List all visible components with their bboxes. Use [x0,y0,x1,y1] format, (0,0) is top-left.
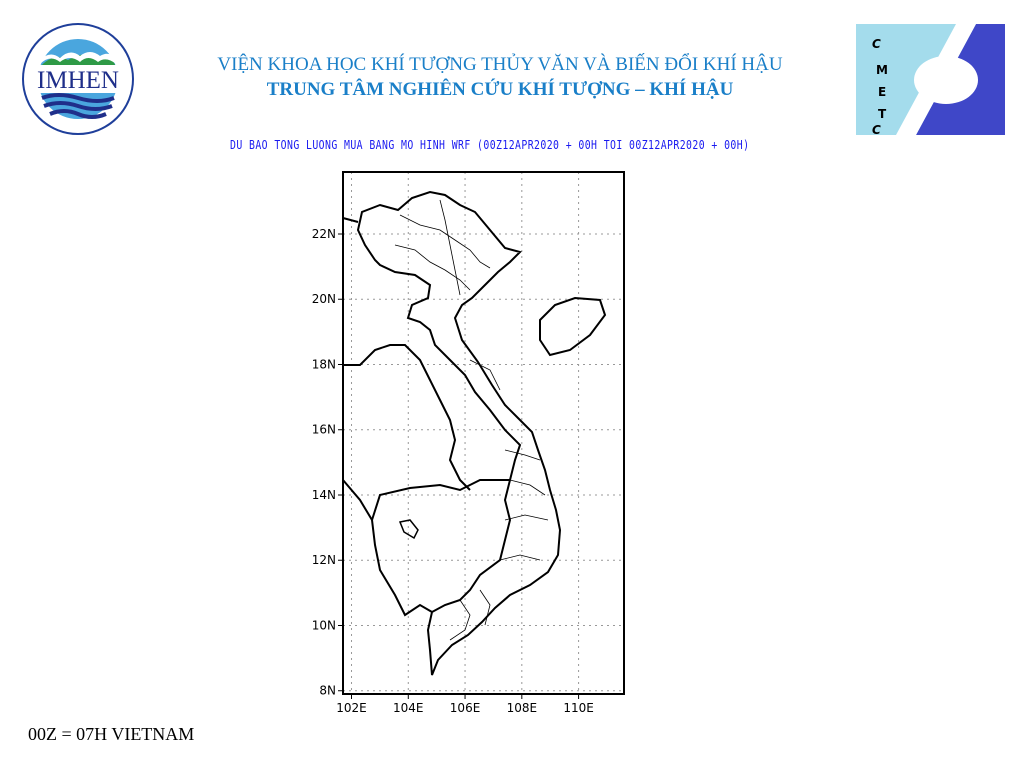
lon-tick-label: 106E [450,701,481,715]
lon-tick-label: 110E [563,701,594,715]
lat-tick-label: 8N [319,684,336,698]
time-zone-note: 00Z = 07H VIETNAM [28,724,195,744]
center-title: TRUNG TÂM NGHIÊN CỨU KHÍ TƯỢNG – KHÍ HẬU [266,79,734,100]
china-coast [342,217,359,223]
lat-tick-label: 22N [312,227,336,241]
vietnam-outline [356,190,562,676]
cambodia-border [371,479,510,521]
coastlines-borders [342,190,607,676]
svg-text:T: T [878,107,887,121]
svg-text:M: M [876,63,888,77]
imhen-logo-text: IMHEN [37,67,119,94]
lat-tick-label: 16N [312,423,336,437]
cmetc-logo: C M E T C [856,24,1005,135]
svg-text:C: C [872,123,881,135]
map-title: DU BAO TONG LUONG MUA BANG MO HINH WRF (… [230,138,750,152]
hainan-island [539,296,607,357]
lat-tick-label: 14N [312,488,336,502]
svg-text:C: C [872,37,881,51]
institute-title: VIỆN KHOA HỌC KHÍ TƯỢNG THỦY VĂN VÀ BIẾN… [217,54,783,75]
lat-tick-label: 10N [312,618,336,632]
map-frame [342,171,625,695]
province-borders [394,199,549,641]
lat-tick-label: 18N [312,357,336,371]
lon-tick-label: 102E [336,701,367,715]
lat-tick-label: 20N [312,292,336,306]
tonle-sap [398,519,419,540]
thailand-coast [342,479,433,617]
lon-tick-label: 108E [507,701,538,715]
grid-lines [343,172,624,694]
laos-border [343,344,471,491]
svg-text:E: E [878,85,886,99]
imhen-logo: IMHEN [22,23,134,135]
lon-tick-label: 104E [393,701,424,715]
lat-tick-label: 12N [312,553,336,567]
